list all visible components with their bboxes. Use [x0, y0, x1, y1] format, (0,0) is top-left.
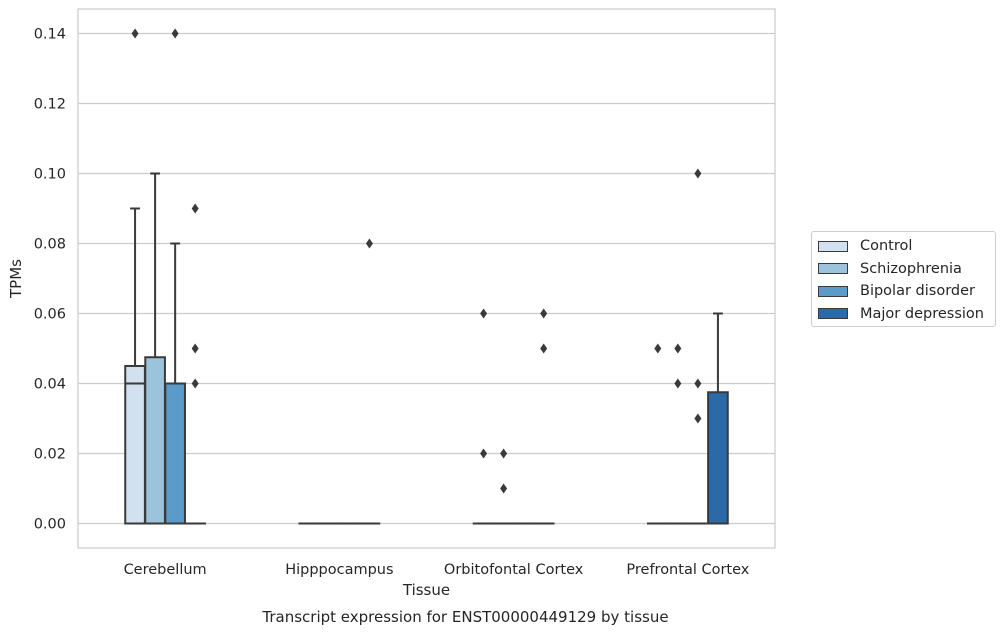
box-control: [124, 28, 146, 525]
y-tick-label: 0.06: [34, 307, 66, 323]
legend-label: Bipolar disorder: [860, 283, 975, 300]
box-major-depression: [358, 238, 381, 525]
outlier-point: [131, 28, 139, 39]
box-major-depression: [532, 308, 555, 525]
y-tick-label: 0.04: [34, 377, 66, 393]
legend-item: Control: [818, 235, 989, 258]
x-tick-labels: Cerebellum Hipppocampus Orbitofontal Corte…: [124, 562, 750, 578]
outlier-point: [191, 343, 199, 354]
box-body: [164, 382, 186, 525]
outlier-point: [694, 413, 702, 424]
y-tick-label: 0.14: [34, 27, 66, 43]
outlier-point: [500, 483, 508, 494]
outlier-point: [500, 448, 508, 459]
x-tick-label: Hipppocampus: [285, 562, 393, 578]
box-body: [124, 365, 146, 525]
legend-swatch: [818, 285, 848, 297]
y-tick-label: 0.00: [34, 517, 66, 533]
box-bipolar-disorder: [687, 168, 709, 525]
x-tick-label: Orbitofontal Cortex: [444, 562, 584, 578]
y-tick-label: 0.12: [34, 97, 66, 113]
plot-frame: [77, 8, 776, 549]
outlier-point: [694, 168, 702, 179]
outlier-point: [365, 238, 373, 249]
box-control: [646, 343, 669, 525]
outlier-point: [171, 28, 179, 39]
box-major-depression: [184, 203, 207, 525]
box-schizophrenia: [492, 448, 515, 525]
box-body: [707, 391, 729, 525]
y-tick-label: 0.08: [34, 237, 66, 253]
outlier-point: [480, 308, 488, 319]
outlier-point: [694, 378, 702, 389]
legend-item: Schizophrenia: [818, 258, 989, 281]
outlier-point: [191, 378, 199, 389]
y-tick-label: 0.02: [34, 447, 66, 463]
legend-label: Schizophrenia: [860, 260, 962, 277]
box-control: [472, 308, 495, 525]
box-bipolar-disorder: [164, 28, 186, 525]
legend: Control Schizophrenia Bipolar disorder Majo…: [811, 231, 996, 327]
y-tick-labels: 0.00 0.02 0.04 0.06 0.08 0.10 0.12 0.14: [34, 27, 66, 533]
legend-item: Bipolar disorder: [818, 280, 989, 303]
box-major-depression: [707, 312, 729, 525]
outlier-point: [674, 343, 682, 354]
legend-swatch: [818, 308, 848, 320]
x-axis-label: Tissue: [402, 581, 450, 599]
outlier-point: [540, 308, 548, 319]
outlier-point: [540, 343, 548, 354]
chart-title: Transcript expression for ENST0000044912…: [261, 608, 668, 626]
outlier-point: [480, 448, 488, 459]
legend-label: Control: [860, 238, 913, 255]
legend-swatch: [818, 263, 848, 275]
outlier-point: [654, 343, 662, 354]
boxes: [124, 28, 729, 525]
y-tick-label: 0.10: [34, 167, 66, 183]
outlier-point: [191, 203, 199, 214]
box-schizophrenia: [667, 343, 689, 525]
legend-swatch: [818, 240, 848, 252]
x-tick-label: Prefrontal Cortex: [626, 562, 749, 578]
y-axis-label: TPMs: [7, 259, 25, 299]
x-tick-label: Cerebellum: [124, 562, 207, 578]
legend-label: Major depression: [860, 305, 984, 322]
legend-item: Major depression: [818, 303, 989, 326]
box-body: [144, 356, 166, 525]
box-schizophrenia: [144, 172, 166, 525]
outlier-point: [674, 378, 682, 389]
